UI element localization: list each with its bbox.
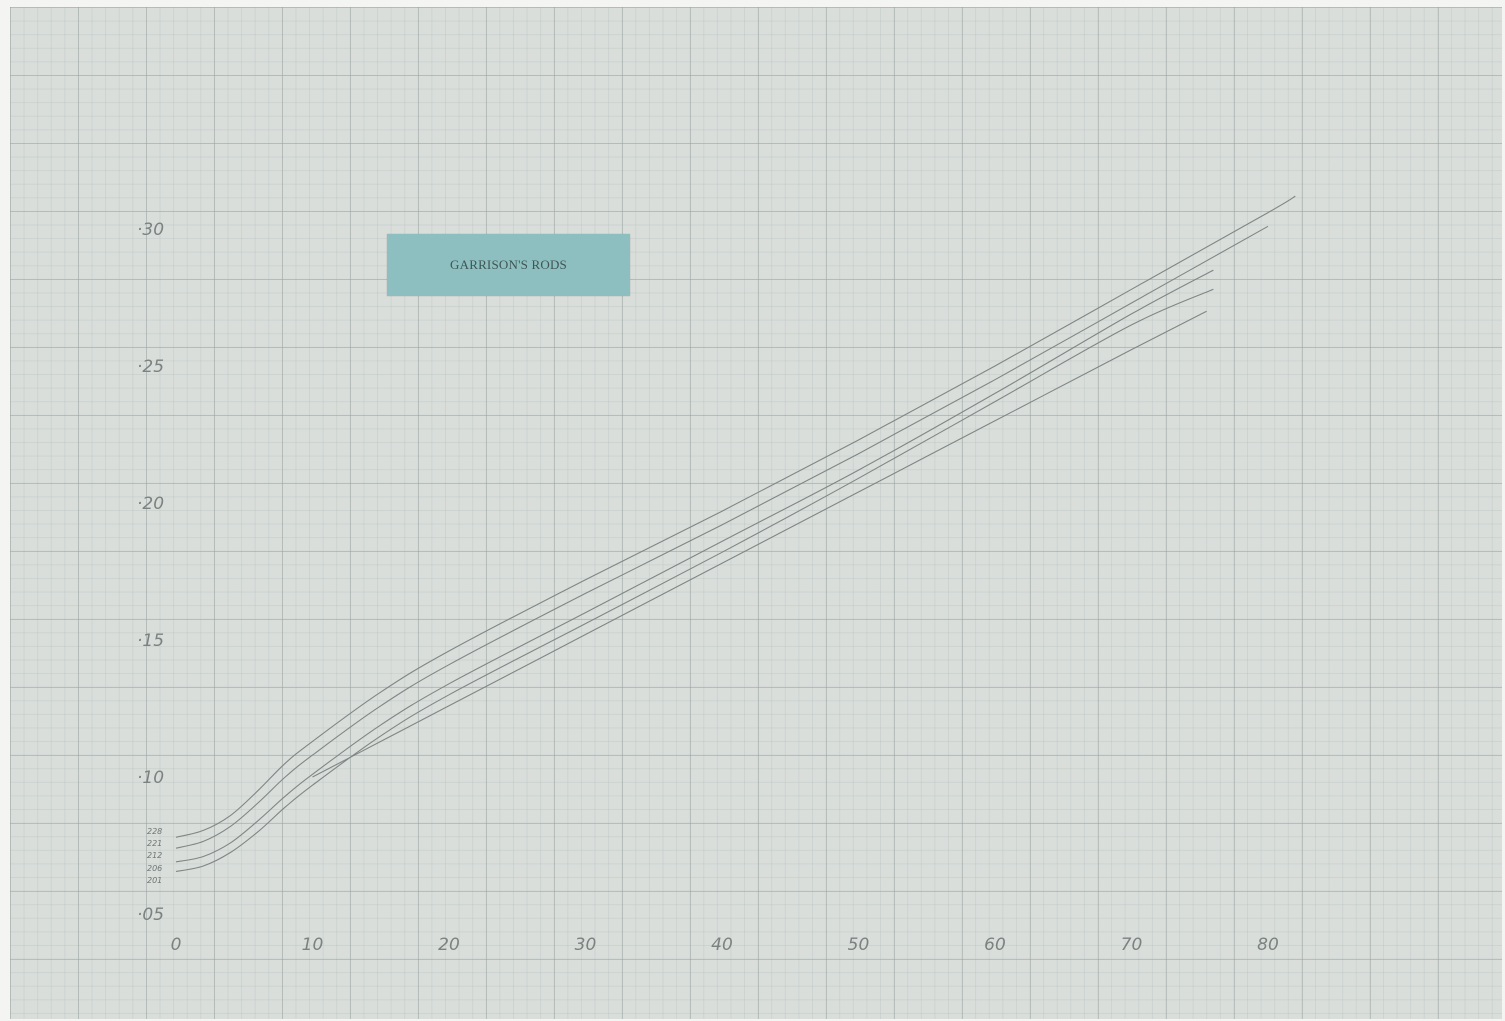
curves-group (175, 195, 1296, 873)
y-tick-label: ·10 (137, 768, 164, 788)
x-tick-label: 40 (711, 935, 733, 955)
series-labels: 228 221 212 206 201 (147, 827, 162, 885)
x-axis-ticks: 0 10 20 30 40 50 60 70 80 (171, 935, 1279, 955)
series-line-206 (175, 288, 1214, 873)
x-tick-label: 10 (302, 935, 324, 955)
series-label-201: 201 (147, 876, 162, 885)
series-label-212: 212 (147, 851, 162, 860)
x-tick-label: 70 (1121, 935, 1143, 955)
x-tick-label: 50 (848, 935, 870, 955)
y-tick-label: ·20 (137, 494, 164, 514)
title-card: GARRISON'S RODS (387, 234, 630, 296)
series-line-201 (312, 310, 1207, 778)
x-tick-label: 60 (984, 935, 1006, 955)
x-tick-label: 0 (171, 935, 182, 955)
series-line-212 (175, 269, 1214, 863)
x-tick-label: 30 (575, 935, 597, 955)
y-tick-label: ·30 (137, 220, 164, 240)
series-line-221 (175, 225, 1269, 849)
series-label-228: 228 (147, 827, 162, 836)
y-tick-label: ·05 (137, 905, 164, 925)
series-label-221: 221 (147, 839, 162, 848)
chart-title: GARRISON'S RODS (450, 257, 567, 272)
x-tick-label: 20 (438, 935, 460, 955)
series-label-206: 206 (147, 864, 162, 873)
x-tick-label: 80 (1257, 935, 1279, 955)
y-tick-label: ·15 (137, 631, 164, 651)
y-tick-label: ·25 (137, 357, 164, 377)
series-line-228 (175, 195, 1296, 838)
graph-paper (10, 7, 1502, 1019)
y-axis-ticks: ·05 ·10 ·15 ·20 ·25 ·30 (137, 220, 164, 925)
